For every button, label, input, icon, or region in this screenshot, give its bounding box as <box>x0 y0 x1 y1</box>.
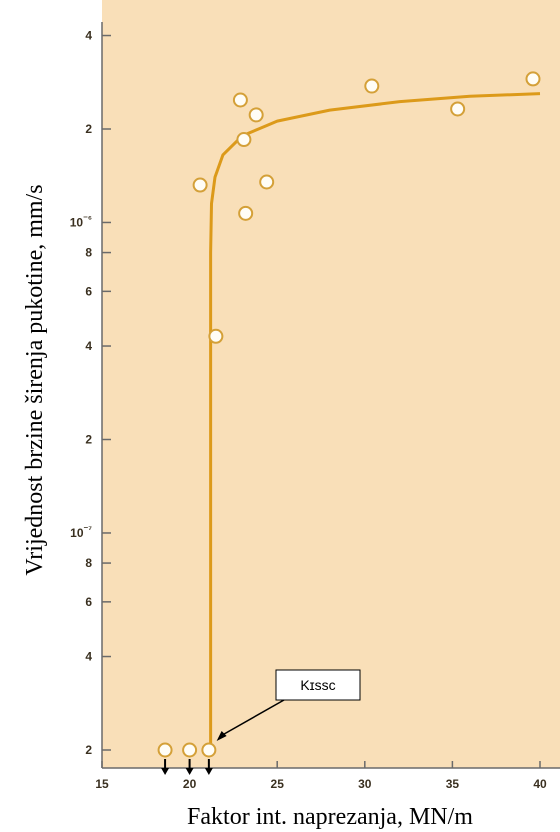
annotation-label: Kɪssᴄ <box>300 677 335 693</box>
y-tick-label: 10⁻⁶ <box>70 213 92 229</box>
data-point <box>232 92 248 108</box>
x-tick-label: 40 <box>533 777 547 791</box>
x-axis-label: Faktor int. naprezanja, MN/m <box>187 804 473 830</box>
y-tick-label: 2 <box>85 122 92 136</box>
data-point <box>192 177 208 193</box>
y-tick-label: 2 <box>85 433 92 447</box>
y-tick-label: 8 <box>85 246 92 260</box>
data-points <box>157 71 541 775</box>
x-tick-label: 25 <box>271 777 285 791</box>
y-tick-label: 6 <box>85 595 92 609</box>
data-point <box>236 132 252 148</box>
annotation-arrow-line <box>220 699 285 737</box>
down-arrow-head <box>161 768 170 775</box>
y-tick-label: 8 <box>85 556 92 570</box>
y-tick-label: 4 <box>85 339 92 353</box>
x-tick-label: 15 <box>95 777 109 791</box>
y-axis-label: Vrijednost brzine širenja pukotine, mm/s <box>22 184 48 575</box>
data-point <box>248 107 264 123</box>
y-tick-label: 10⁻⁷ <box>70 524 92 540</box>
data-point <box>208 328 224 344</box>
annotation-layer: Kɪssᴄ <box>216 669 361 741</box>
y-tick-label: 4 <box>85 650 92 664</box>
y-tick-label: 4 <box>85 29 92 43</box>
fit-curve <box>209 92 541 750</box>
data-point <box>450 101 466 117</box>
y-tick-label: 2 <box>85 743 92 757</box>
x-tick-label: 20 <box>183 777 197 791</box>
down-arrow-head <box>204 768 213 775</box>
below-threshold-point <box>201 742 217 758</box>
plot-background <box>102 0 560 768</box>
annotation-arrow-head <box>216 731 227 741</box>
y-tick-label: 6 <box>85 284 92 298</box>
axes: 4 2 10⁻⁶ 8 6 4 2 10⁻⁷ 8 6 4 2 15 20 25 30 35 40 <box>70 22 560 791</box>
data-point <box>364 78 380 94</box>
down-arrow-head <box>185 768 194 775</box>
below-threshold-point <box>157 742 173 758</box>
fit-curve-layer <box>209 92 541 750</box>
below-threshold-point <box>182 742 198 758</box>
x-tick-label: 35 <box>446 777 460 791</box>
data-point <box>525 71 541 87</box>
data-point <box>238 205 254 221</box>
annotation-box <box>275 669 361 701</box>
x-tick-label: 30 <box>358 777 372 791</box>
data-point <box>259 174 275 190</box>
